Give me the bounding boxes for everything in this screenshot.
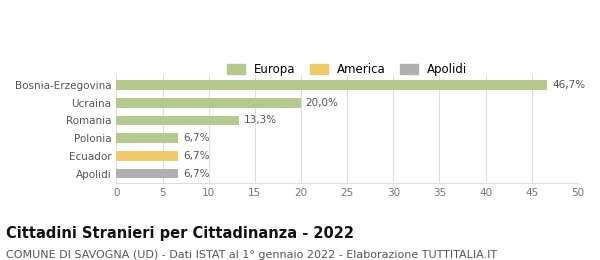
Text: 6,7%: 6,7% (183, 151, 209, 161)
Bar (116, 133, 178, 143)
Text: COMUNE DI SAVOGNA (UD) - Dati ISTAT al 1° gennaio 2022 - Elaborazione TUTTITALIA: COMUNE DI SAVOGNA (UD) - Dati ISTAT al 1… (6, 250, 497, 259)
Text: 6,7%: 6,7% (183, 168, 209, 179)
Legend: Europa, America, Apolidi: Europa, America, Apolidi (224, 59, 471, 80)
Bar (116, 98, 301, 108)
Bar (116, 80, 547, 90)
Text: 6,7%: 6,7% (183, 133, 209, 143)
Bar (116, 115, 239, 125)
Bar (116, 169, 178, 178)
Text: 46,7%: 46,7% (552, 80, 585, 90)
Text: 20,0%: 20,0% (305, 98, 338, 108)
Bar (116, 151, 178, 161)
Text: Cittadini Stranieri per Cittadinanza - 2022: Cittadini Stranieri per Cittadinanza - 2… (6, 226, 354, 241)
Text: 13,3%: 13,3% (244, 115, 277, 125)
